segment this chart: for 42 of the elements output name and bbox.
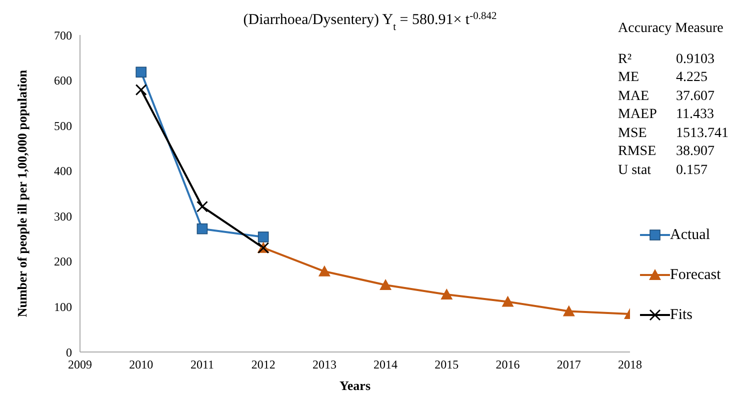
y-tick-label: 200: [54, 254, 72, 269]
point: [196, 223, 208, 234]
y-tick-label: 500: [54, 118, 72, 133]
y-tick-label: 700: [54, 28, 72, 42]
x-tick-label: 2016: [496, 358, 520, 372]
x-tick-label: 2010: [129, 358, 154, 372]
y-tick-label: 600: [54, 74, 72, 88]
point: [562, 305, 575, 316]
x-tick-label: 2014: [374, 358, 398, 372]
y-tick-label: 0: [66, 345, 72, 360]
point: [318, 265, 330, 276]
point: [380, 278, 392, 290]
text: MAEP 11.433: [618, 107, 714, 122]
text: ME 4.225: [618, 70, 708, 85]
x-tick-label: 2012: [251, 358, 276, 372]
legend-label: Actual: [670, 226, 710, 244]
text: R² 0.9103: [618, 52, 714, 66]
x-axis-title: Years: [339, 378, 371, 393]
point: [196, 200, 208, 212]
text: MSE 1513.741: [618, 126, 728, 140]
x-tick-label: 2009: [68, 358, 92, 372]
point: [502, 296, 514, 307]
text: RMSE 38.907: [618, 144, 714, 159]
chart-title: (Diarrhoea/Dysentery) Y$_{t}$ = 580.91× t$^{-0.842}$: [243, 10, 497, 32]
point: [258, 232, 269, 242]
text: U stat 0.157: [618, 162, 708, 178]
legend-label: Forecast: [670, 266, 721, 284]
legend-label: Fits: [670, 306, 693, 324]
y-tick-label: 400: [54, 164, 72, 178]
point: [136, 66, 147, 78]
y-tick-label: 100: [54, 300, 72, 314]
text: MAE 37.607: [618, 88, 714, 104]
y-axis-title: Number of people ill per 1,00,000 population: [14, 69, 30, 318]
x-tick-label: 2011: [190, 358, 214, 372]
point: [440, 288, 453, 300]
annotation: Accuracy Measure: [618, 20, 724, 38]
point: [135, 84, 147, 96]
x-tick-label: 2013: [312, 358, 336, 372]
x-tick-label: 2015: [434, 358, 459, 372]
x-tick-label: 2018: [618, 358, 642, 372]
x-tick-label: 2017: [556, 358, 581, 372]
y-tick-label: 300: [54, 209, 72, 224]
